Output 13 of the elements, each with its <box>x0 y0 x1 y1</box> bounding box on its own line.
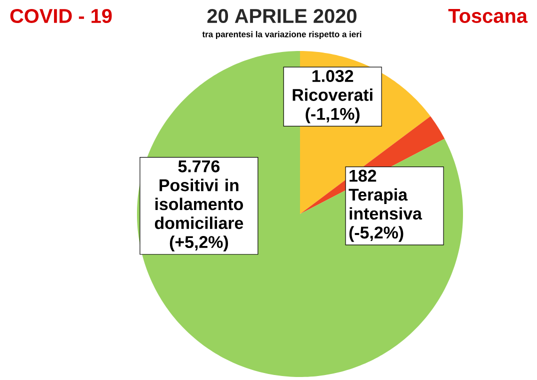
slice-label: Terapia intensiva <box>348 188 422 220</box>
slice-label: Positivi in isolamento domiciliare <box>154 178 244 230</box>
text: COVID - 19 <box>10 8 112 24</box>
data-label: 5.776 <box>178 160 220 172</box>
data-label: 1.032 <box>312 70 354 82</box>
data-label: 182 <box>350 170 376 182</box>
text: (-1,1%) <box>306 107 360 124</box>
text: (+5,2%) <box>170 236 228 252</box>
text: (-5,2%) <box>349 226 404 242</box>
chart-subtitle: tra parentesi la variazione rispetto a ieri <box>202 31 362 39</box>
text: Toscana <box>448 9 528 23</box>
slice-label: Ricoverati <box>292 88 372 101</box>
chart-title: 20 APRILE 2020 <box>207 8 356 24</box>
